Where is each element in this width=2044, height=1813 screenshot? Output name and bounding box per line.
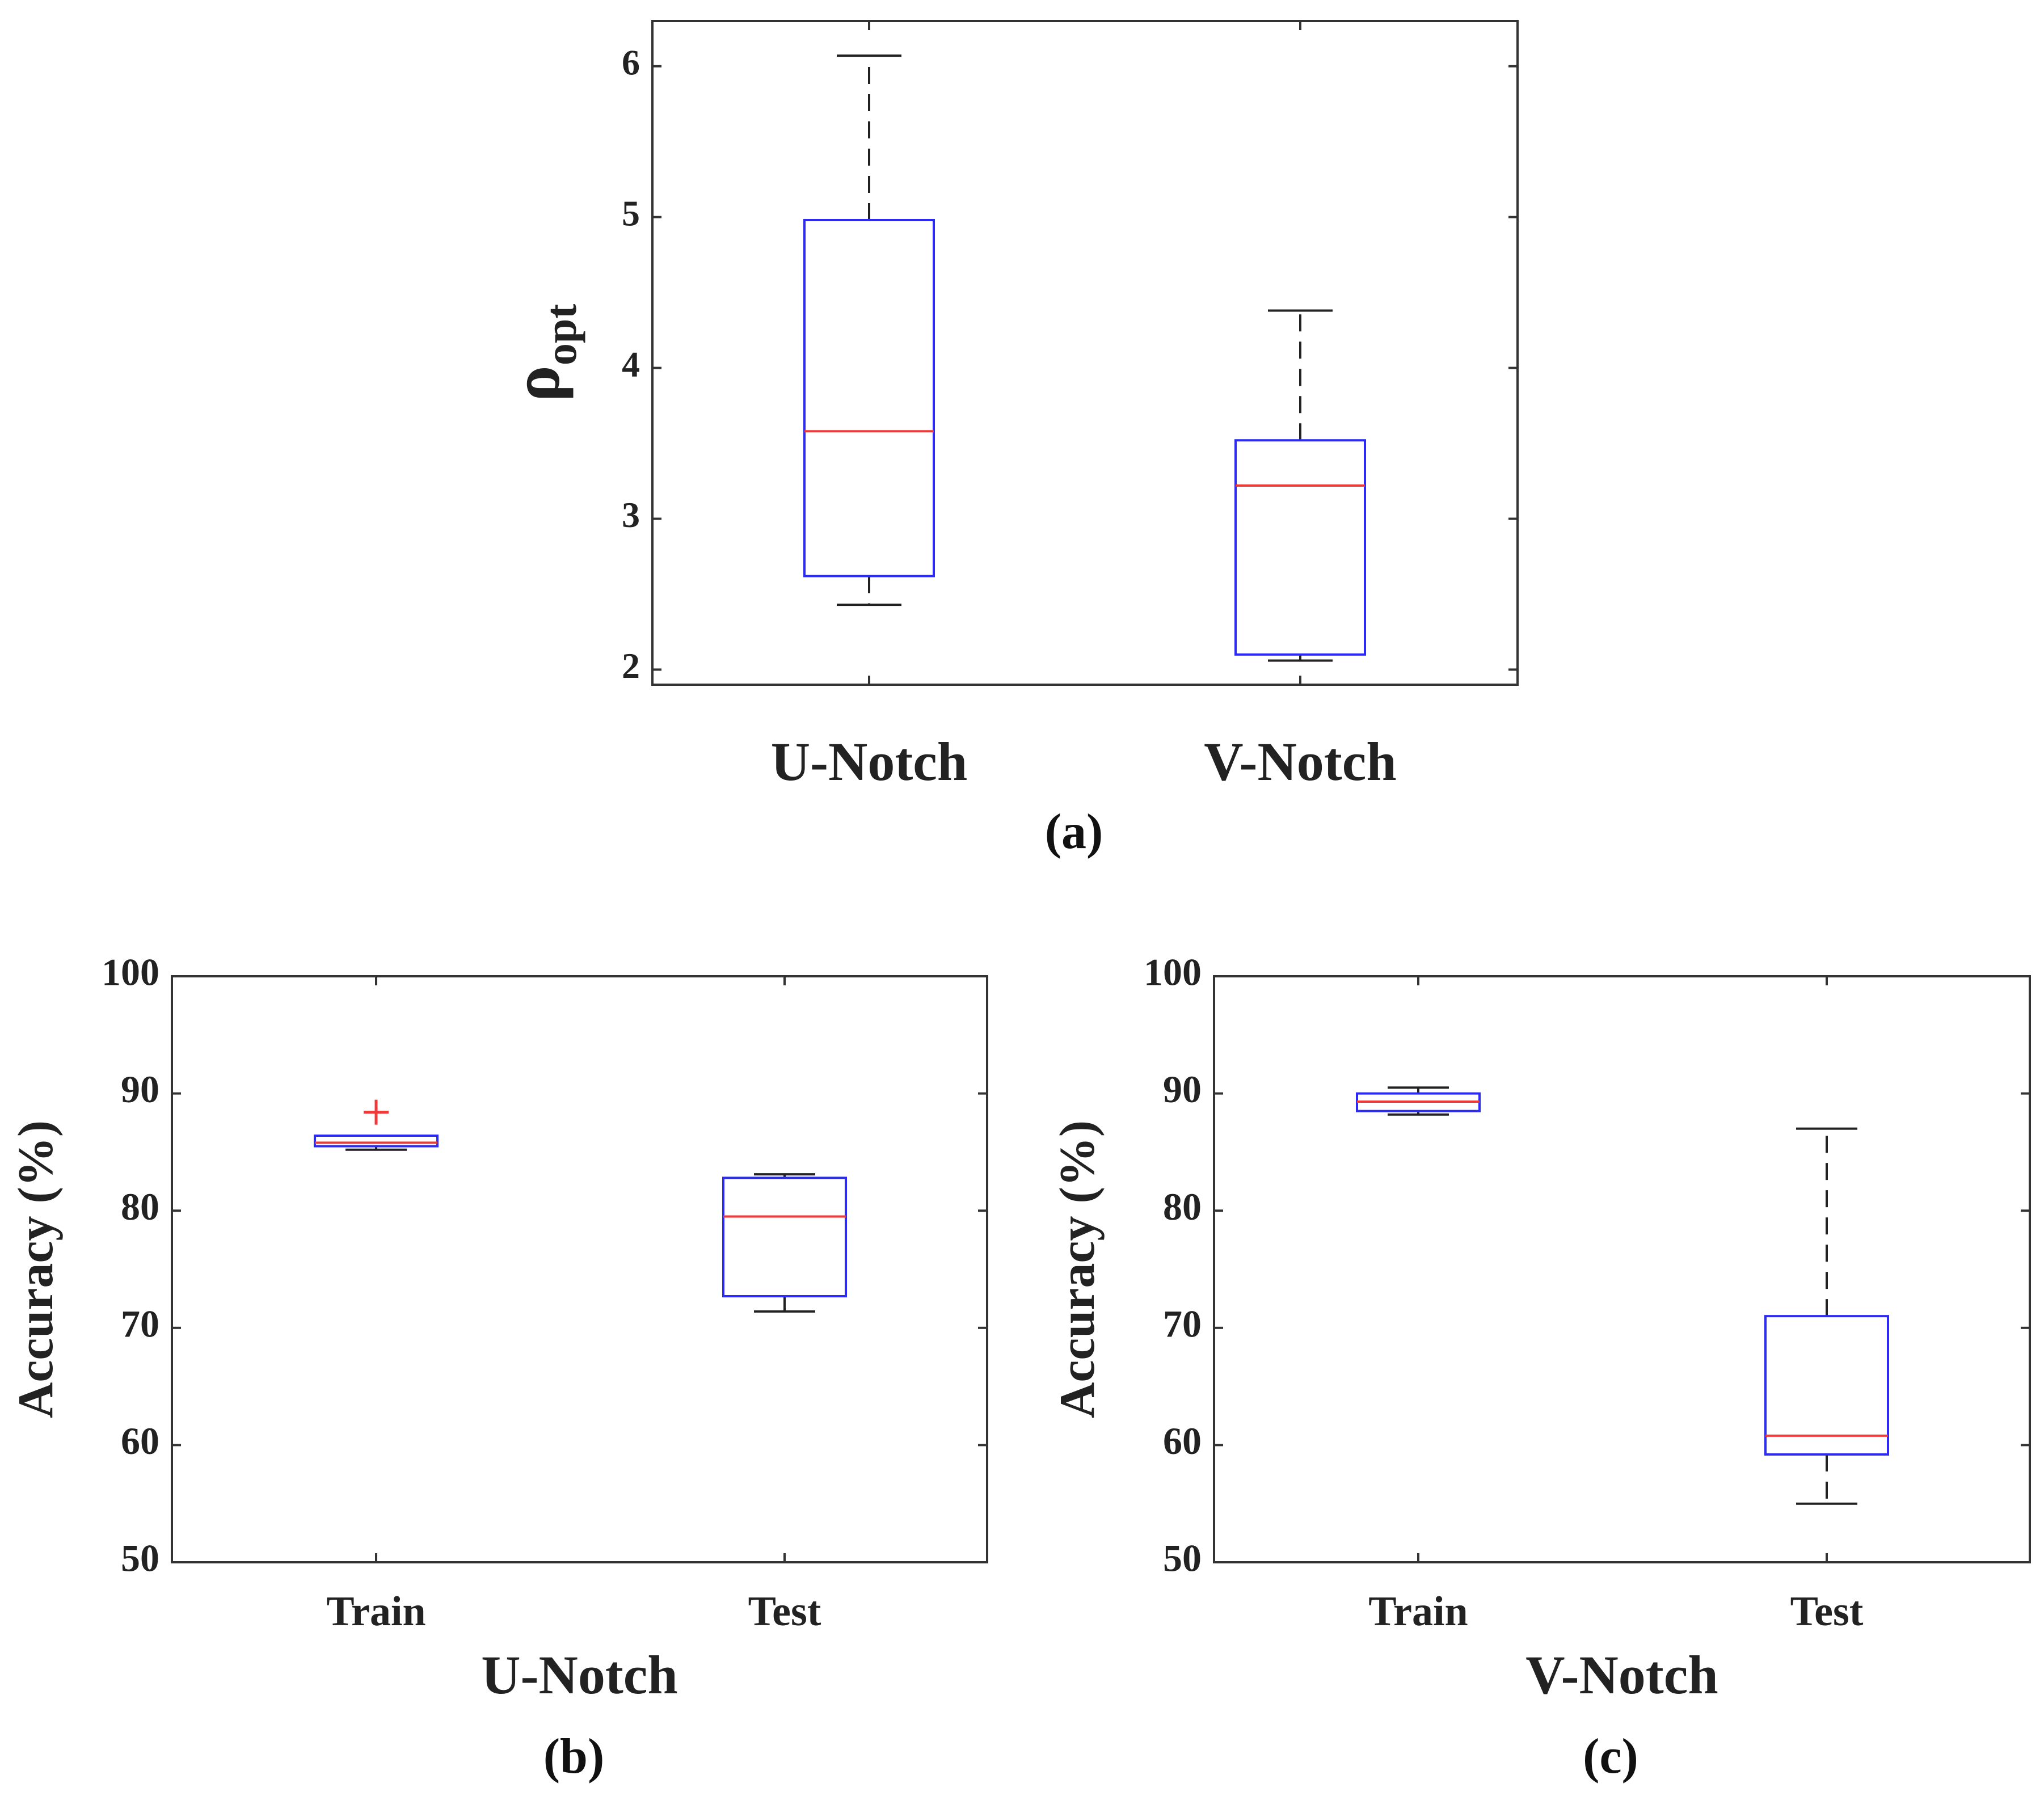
y-tick-label: 100: [1144, 951, 1202, 994]
y-tick-label: 90: [121, 1068, 159, 1111]
outlier-marker-train: [364, 1099, 389, 1125]
y-tick-label: 3: [622, 495, 640, 535]
x-category-label-test: Test: [1790, 1588, 1864, 1635]
panel-caption: (c): [1583, 1729, 1638, 1784]
y-tick-label: 50: [121, 1537, 159, 1580]
y-tick-label: 4: [622, 344, 640, 384]
box-test: [722, 1177, 847, 1298]
panel-b: 50 60 70 80 90 100 Train Test Accuracy (%) U-Notc…: [9, 951, 988, 1784]
axes-frame: [171, 975, 988, 1563]
x-axis-label: V-Notch: [1525, 1645, 1718, 1705]
y-axis-label-subscript: opt: [536, 304, 585, 365]
y-axis-label: Accuracy (%): [9, 1120, 64, 1418]
y-tick-label: 80: [121, 1185, 159, 1228]
x-category-label-v-notch: V-Notch: [1204, 731, 1396, 792]
y-tick-label: 90: [1163, 1068, 1202, 1111]
y-tick-label: 50: [1163, 1537, 1202, 1580]
box-train: [314, 1134, 439, 1148]
box-u-notch: [803, 219, 935, 577]
box-v-notch: [1234, 439, 1366, 656]
y-tick-label: 2: [622, 646, 640, 686]
y-tick-label: 60: [1163, 1419, 1202, 1462]
x-category-label-train: Train: [1368, 1588, 1468, 1635]
x-category-label-train: Train: [326, 1588, 425, 1635]
y-tick-label: 100: [102, 951, 159, 994]
x-category-label-u-notch: U-Notch: [771, 731, 968, 792]
y-tick-label: 70: [1163, 1302, 1202, 1345]
y-tick-label: 70: [121, 1302, 159, 1345]
y-axis-label: ρopt: [498, 304, 585, 402]
x-axis-label: U-Notch: [481, 1645, 678, 1705]
box-test: [1764, 1315, 1889, 1456]
panel-c: 50 60 70 80 90 100 Train Test Accuracy (%) V-Notc…: [1050, 951, 2031, 1784]
y-tick-label: 5: [622, 193, 640, 233]
y-tick-label: 80: [1163, 1185, 1202, 1228]
x-category-label-test: Test: [748, 1588, 821, 1635]
y-tick-label: 60: [121, 1419, 159, 1462]
panel-caption: (b): [543, 1729, 605, 1784]
axes-frame: [1213, 975, 2031, 1563]
panel-caption: (a): [1045, 804, 1103, 859]
panel-a: 2 3 4 5 6 U-Notch V-Notch ρopt (a): [498, 20, 1519, 859]
y-tick-label: 6: [622, 42, 640, 82]
y-axis-label: Accuracy (%): [1050, 1120, 1105, 1418]
axes-frame: [651, 20, 1519, 686]
